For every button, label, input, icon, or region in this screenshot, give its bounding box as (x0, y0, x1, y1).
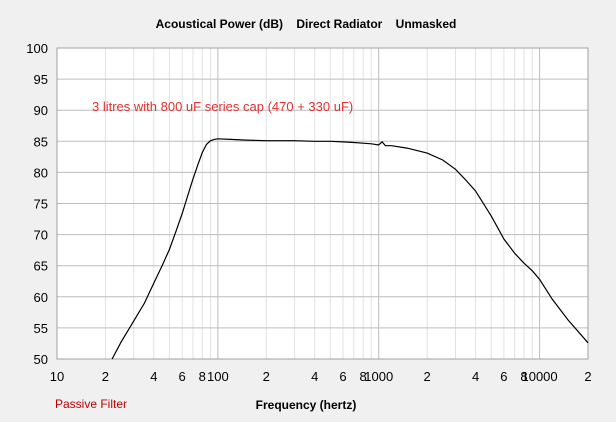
y-tick-label: 55 (34, 321, 48, 336)
x-tick-label: 100 (207, 369, 229, 384)
y-tick-label: 90 (34, 103, 48, 118)
y-tick-label: 100 (26, 41, 48, 56)
x-tick-label: 2 (263, 369, 270, 384)
x-tick-label: 2 (102, 369, 109, 384)
x-tick-label: 6 (500, 369, 507, 384)
x-tick-label: 2 (584, 369, 591, 384)
series-line (111, 138, 589, 360)
x-tick-label: 6 (179, 369, 186, 384)
x-tick-label: 8 (520, 369, 527, 384)
y-tick-label: 95 (34, 72, 48, 87)
chart-annotation: 3 litres with 800 uF series cap (470 + 3… (92, 99, 353, 114)
x-tick-label: 1000 (364, 369, 393, 384)
plot-border (56, 47, 589, 360)
y-tick-label: 85 (34, 134, 48, 149)
passive-filter-label: Passive Filter (55, 397, 127, 411)
x-tick-label: 6 (339, 369, 346, 384)
y-tick-label: 50 (34, 352, 48, 367)
y-tick-label: 65 (34, 259, 48, 274)
y-tick-label: 80 (34, 165, 48, 180)
x-tick-label: 4 (150, 369, 157, 384)
x-tick-label: 10 (50, 369, 64, 384)
x-axis-label: Frequency (hertz) (256, 398, 357, 412)
x-tick-label: 4 (311, 369, 318, 384)
x-tick-label: 4 (472, 369, 479, 384)
series-layer (111, 138, 589, 360)
chart-title: Acoustical Power (dB) Direct Radiator Un… (156, 17, 457, 31)
x-tick-label: 8 (360, 369, 367, 384)
x-tick-label: 2 (424, 369, 431, 384)
y-tick-labels: 50 55 60 65 70 75 80 85 90 95 100 (26, 41, 48, 367)
x-tick-label: 8 (199, 369, 206, 384)
y-tick-label: 70 (34, 228, 48, 243)
y-tick-label: 75 (34, 197, 48, 212)
y-tick-label: 60 (34, 290, 48, 305)
x-tick-label: 10000 (521, 369, 557, 384)
